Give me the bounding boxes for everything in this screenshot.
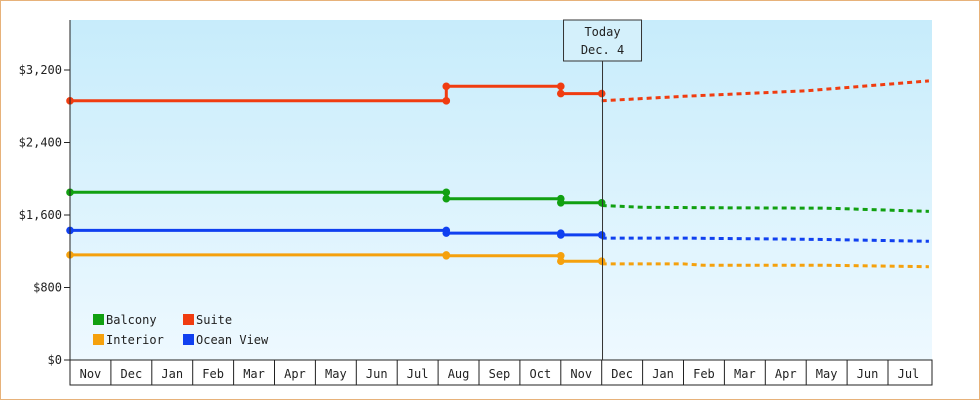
x-tick-label: Apr: [284, 367, 306, 381]
x-tick-label: Jan: [161, 367, 183, 381]
data-point-ocean-view: [597, 231, 606, 239]
data-point-suite: [442, 82, 451, 91]
series-line-ocean-view: [70, 228, 602, 237]
data-point-interior: [442, 251, 451, 260]
series-layer: [66, 79, 930, 269]
x-tick-label: May: [816, 367, 838, 381]
axes-layer: $0 $800 $1,600 $2,400 $3,200 Nov Dec Jan Feb Mar A…: [19, 20, 933, 386]
data-point-ocean-view: [557, 231, 565, 239]
x-tick-label: Dec: [611, 367, 633, 381]
x-tick-label: Jun: [366, 367, 388, 381]
x-tick-label: Mar: [243, 367, 265, 381]
data-point-interior: [557, 251, 565, 260]
y-tick-label: $800: [33, 281, 62, 295]
data-point-balcony: [442, 188, 451, 197]
series-line-interior: [70, 253, 602, 263]
x-tick-label: Jul: [898, 367, 920, 381]
series-forecast-balcony: [601, 204, 929, 213]
data-point-interior: [557, 257, 565, 266]
x-tick-label: Apr: [775, 367, 797, 381]
data-point-suite: [557, 82, 565, 91]
today-marker: Today Dec. 4: [563, 19, 643, 360]
series-line-balcony: [70, 190, 602, 205]
legend: Balcony Suite Interior Ocean View: [93, 313, 269, 347]
legend-label-ocean-view: Ocean View: [196, 333, 269, 347]
legend-swatch-interior: [93, 334, 104, 345]
today-date-label: Dec. 4: [581, 43, 624, 57]
data-point-balcony: [557, 198, 565, 207]
x-tick-label: Nov: [570, 367, 592, 381]
x-tick-label: Dec: [121, 367, 143, 381]
plot-area: [70, 20, 932, 360]
x-tick-label: Nov: [80, 367, 102, 381]
data-point-balcony: [597, 198, 606, 207]
legend-label-interior: Interior: [106, 333, 164, 347]
x-tick-label: Mar: [734, 367, 756, 381]
y-tick-label: $1,600: [19, 208, 62, 222]
series-forecast-interior: [601, 262, 929, 269]
x-tick-label: Jul: [407, 367, 429, 381]
y-tick-label: $0: [48, 353, 62, 367]
data-point-suite: [442, 97, 451, 105]
legend-swatch-ocean-view: [183, 334, 194, 345]
legend-swatch-balcony: [93, 314, 104, 325]
x-tick-label: Aug: [448, 367, 470, 381]
series-line-suite: [70, 84, 602, 103]
data-point-interior: [597, 257, 606, 266]
data-point-ocean-view: [442, 229, 451, 237]
y-tick-label: $3,200: [19, 63, 62, 77]
legend-swatch-suite: [183, 314, 194, 325]
x-tick-label: Oct: [530, 367, 552, 381]
data-point-balcony: [442, 194, 451, 203]
x-tick-label: Feb: [693, 367, 715, 381]
legend-label-balcony: Balcony: [106, 313, 157, 327]
x-tick-label: Feb: [202, 367, 224, 381]
x-tick-label: Sep: [489, 367, 511, 381]
y-tick-label: $2,400: [19, 136, 62, 150]
data-point-suite: [557, 89, 565, 98]
today-label: Today: [584, 25, 620, 39]
x-tick-label: Jun: [857, 367, 879, 381]
series-forecast-suite: [601, 79, 930, 103]
today-label-box: [563, 19, 643, 62]
x-tick-label: May: [325, 367, 347, 381]
series-forecast-ocean-view: [601, 236, 929, 243]
x-axis-band: [69, 359, 933, 386]
legend-label-suite: Suite: [196, 313, 232, 327]
data-point-suite: [597, 89, 606, 98]
x-tick-label: Jan: [652, 367, 674, 381]
